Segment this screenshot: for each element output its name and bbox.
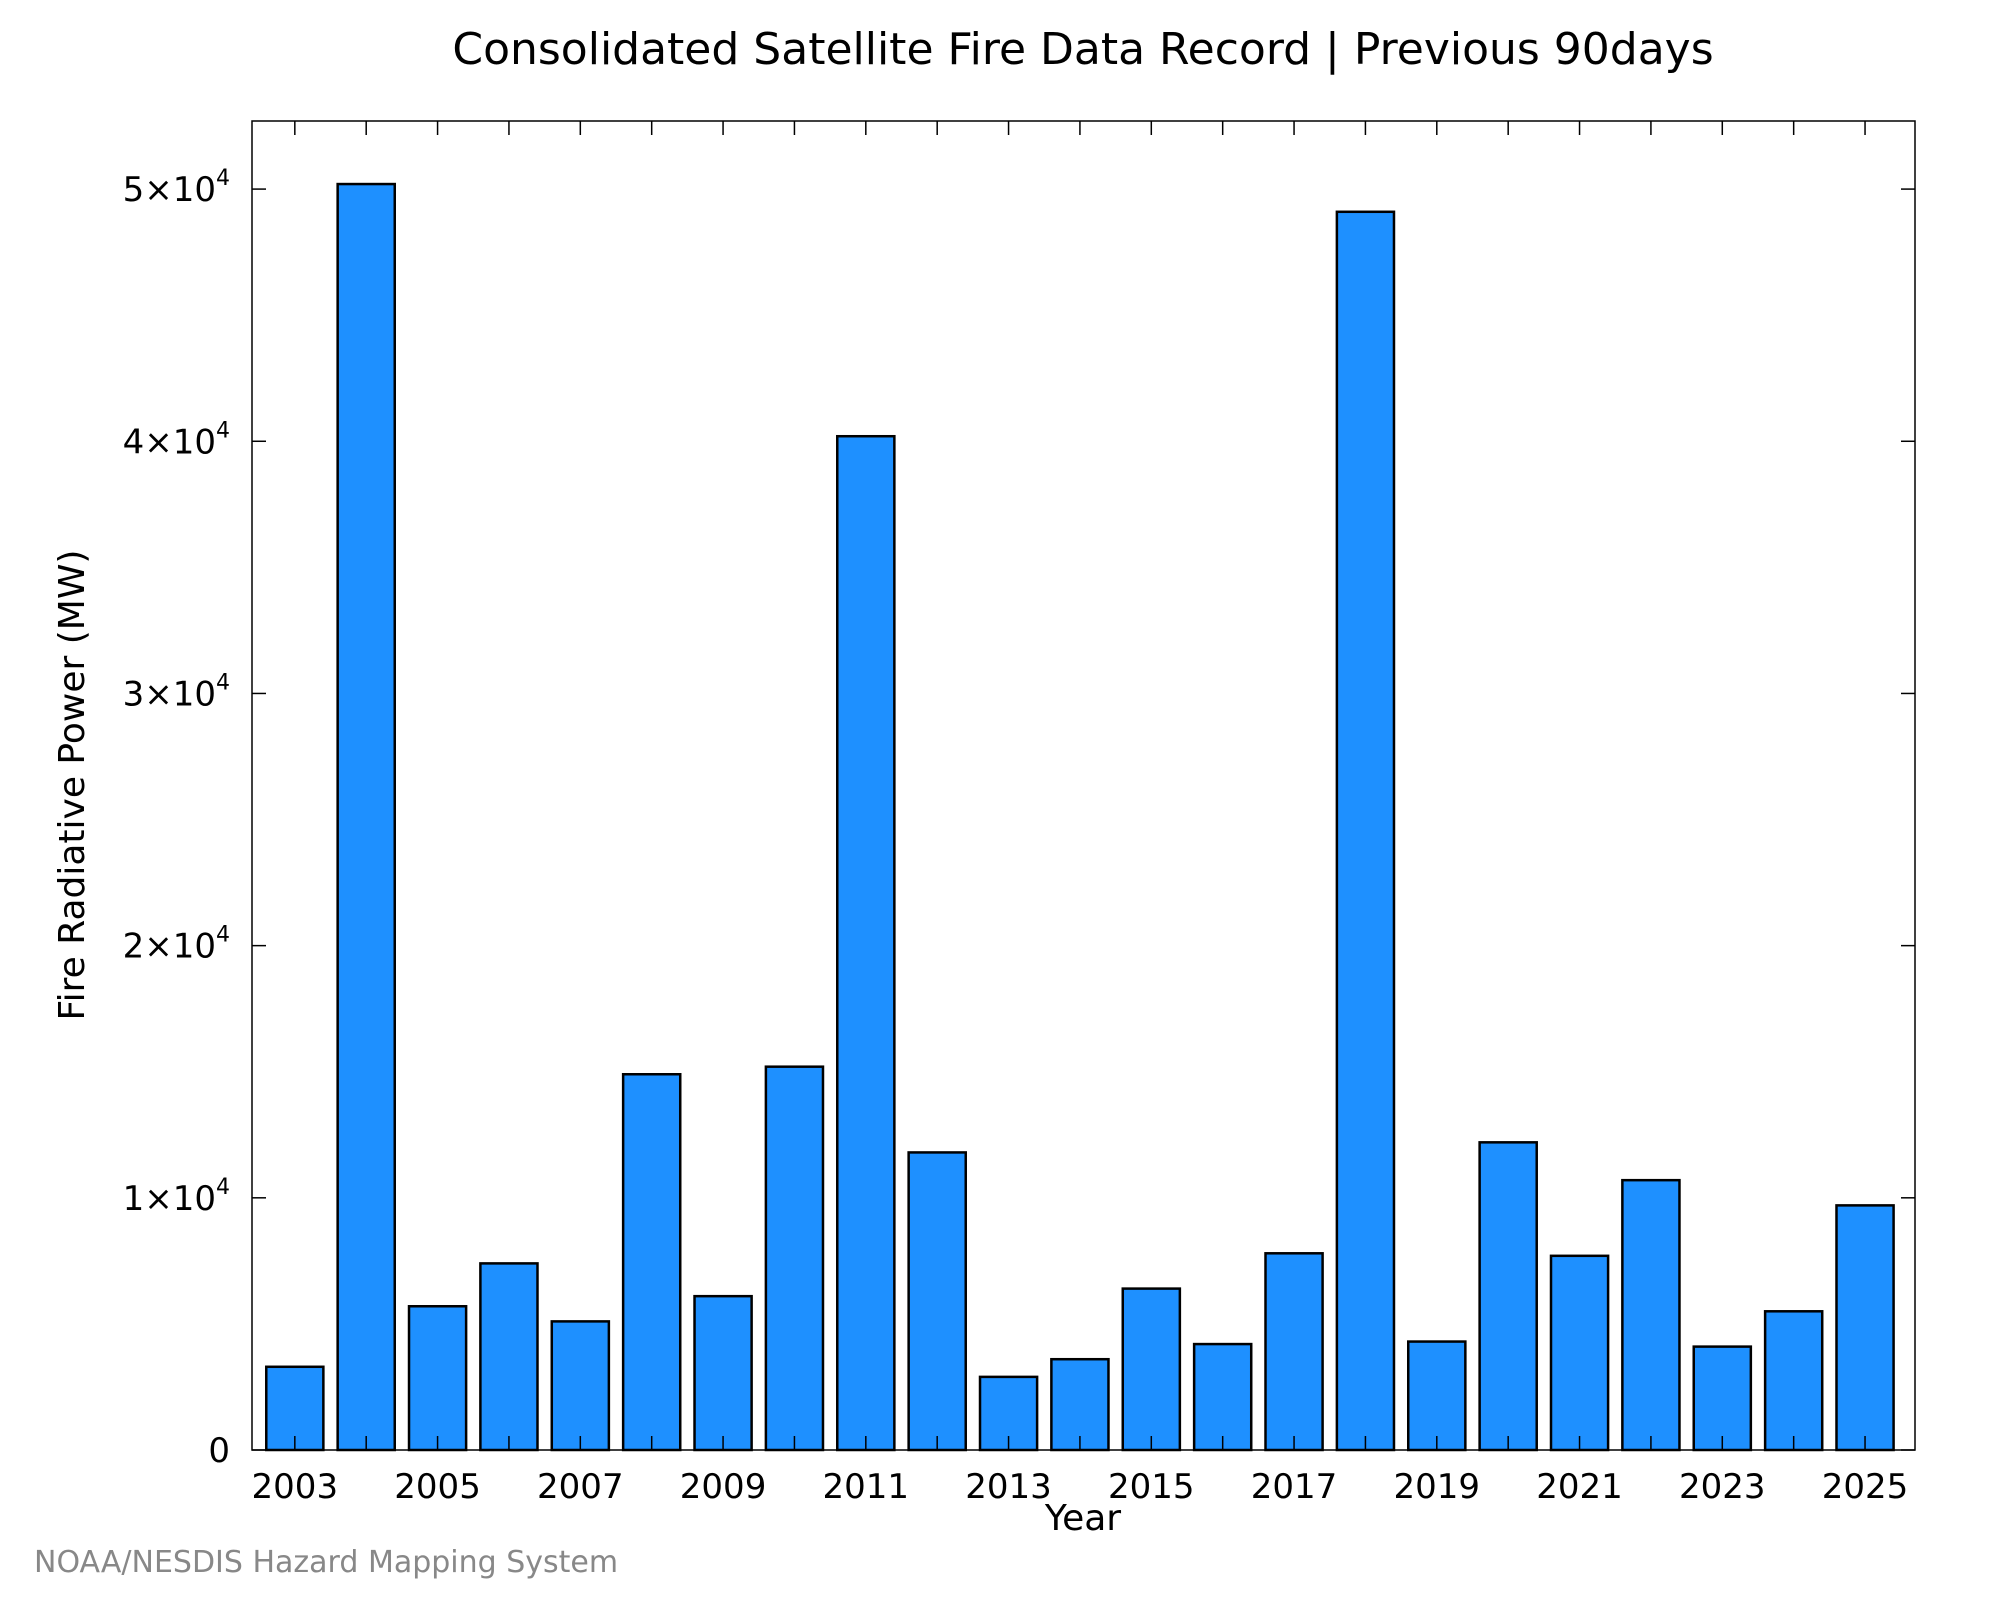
x-tick-label-2025: 2025: [1822, 1467, 1909, 1507]
bar-2021: [1549, 1254, 1610, 1452]
x-tick-label-2017: 2017: [1251, 1467, 1338, 1507]
bars-layer: [265, 182, 1895, 1452]
bar-2017: [1264, 1252, 1324, 1452]
bar-2009: [693, 1294, 753, 1452]
x-axis-label: Year: [1044, 1498, 1121, 1539]
x-tick-label-2019: 2019: [1394, 1467, 1481, 1507]
x-tick-label-2011: 2011: [823, 1467, 910, 1507]
x-tick-label-2007: 2007: [537, 1467, 624, 1507]
x-tick-label-2023: 2023: [1679, 1467, 1766, 1507]
x-tick-label-2013: 2013: [965, 1467, 1052, 1507]
bar-2023: [1692, 1345, 1753, 1452]
bar-2008: [621, 1073, 682, 1452]
bar-2006: [479, 1262, 539, 1452]
x-tick-label-2009: 2009: [680, 1467, 767, 1507]
y-tick-label-20000: 2×104: [123, 923, 230, 967]
bar-2011: [836, 434, 896, 1452]
y-tick-label-30000: 3×104: [123, 670, 230, 714]
y-tick-label-40000: 4×104: [123, 418, 230, 462]
x-tick-label-2005: 2005: [394, 1467, 481, 1507]
bar-2005: [407, 1305, 468, 1452]
chart-title: Consolidated Satellite Fire Data Record …: [452, 24, 1713, 75]
bar-2004: [336, 182, 396, 1452]
x-tick-label-2015: 2015: [1108, 1467, 1195, 1507]
bar-2015: [1121, 1287, 1182, 1452]
x-tick-label-2003: 2003: [252, 1467, 339, 1507]
bar-2019: [1407, 1340, 1467, 1452]
y-tick-label-50000: 5×104: [123, 166, 230, 210]
plot-frame: [251, 120, 1916, 1451]
bar-2016: [1192, 1342, 1253, 1452]
bar-2007: [550, 1320, 611, 1452]
bar-2024: [1763, 1310, 1824, 1452]
bar-2012: [907, 1151, 967, 1452]
bar-2018: [1335, 210, 1396, 1452]
y-axis-label: Fire Radiative Power (MW): [52, 550, 93, 1021]
y-tick-label-0: 0: [208, 1431, 230, 1471]
ticks-layer: 2003 2005 2007 2009 2011 2013 2015 2017 2019 2021…: [123, 121, 1915, 1507]
x-tick-label-2021: 2021: [1536, 1467, 1623, 1507]
bar-2022: [1621, 1178, 1681, 1452]
credit-text: NOAA/NESDIS Hazard Mapping System: [34, 1545, 618, 1580]
bar-2025: [1835, 1204, 1895, 1452]
bar-2010: [764, 1065, 825, 1452]
y-tick-label-10000: 1×104: [123, 1175, 230, 1219]
bar-2020: [1478, 1141, 1538, 1452]
